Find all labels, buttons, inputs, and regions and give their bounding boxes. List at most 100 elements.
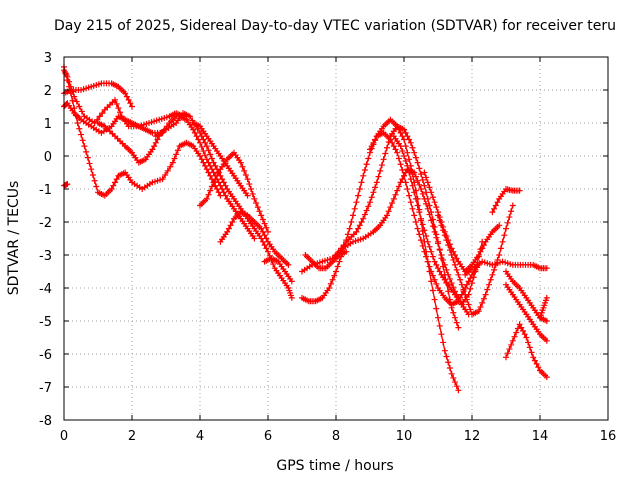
- data-point-marker: [372, 184, 379, 191]
- data-point-marker: [397, 179, 404, 186]
- data-point-marker: [125, 96, 132, 103]
- data-point-marker: [210, 159, 217, 166]
- series-sat-y: [503, 321, 550, 381]
- data-point-marker: [173, 151, 180, 158]
- data-point-marker: [377, 167, 384, 174]
- data-point-marker: [108, 186, 115, 192]
- data-point-marker: [329, 276, 336, 283]
- data-point-marker: [509, 337, 516, 344]
- data-point-marker: [467, 285, 474, 292]
- data-point-marker: [487, 276, 494, 283]
- data-point-marker: [446, 247, 453, 254]
- series-sat-p: [333, 123, 462, 331]
- data-point-marker: [239, 163, 246, 170]
- data-point-marker: [64, 181, 71, 188]
- data-point-marker: [229, 219, 236, 225]
- data-point-marker: [412, 195, 419, 202]
- data-point-marker: [435, 238, 441, 245]
- data-point-marker: [197, 129, 203, 136]
- data-point-marker: [428, 248, 435, 255]
- data-point-marker: [514, 325, 521, 332]
- data-point-marker: [84, 154, 91, 161]
- data-point-marker: [210, 169, 217, 176]
- data-point-marker: [465, 301, 472, 308]
- data-point-marker: [253, 200, 260, 207]
- data-point-marker: [288, 294, 295, 301]
- x-axis-ticks: 0 2 4 6 8 10 12 14 16: [60, 57, 616, 444]
- data-point-marker: [453, 255, 460, 262]
- data-point-marker: [344, 231, 351, 238]
- data-point-marker: [122, 90, 129, 97]
- series-sat-k: [217, 209, 292, 268]
- data-point-marker: [73, 98, 80, 105]
- data-point-marker: [411, 189, 418, 196]
- data-point-marker: [511, 333, 518, 340]
- data-point-marker: [200, 159, 207, 166]
- data-point-marker: [248, 186, 254, 192]
- data-point-marker: [93, 183, 100, 190]
- data-point-marker: [401, 172, 407, 179]
- data-point-marker: [494, 199, 501, 206]
- data-point-marker: [407, 199, 414, 206]
- data-point-marker: [285, 261, 292, 268]
- data-point-marker: [543, 265, 550, 272]
- data-point-marker: [220, 189, 227, 196]
- data-point-marker: [361, 211, 368, 218]
- data-point-marker: [419, 190, 426, 197]
- data-point-marker: [530, 354, 537, 361]
- data-point-marker: [215, 179, 222, 186]
- data-point-marker: [368, 143, 375, 150]
- data-point-marker: [428, 189, 435, 196]
- data-point-marker: [499, 238, 506, 245]
- data-point-marker: [416, 181, 423, 188]
- data-point-marker: [418, 171, 424, 178]
- data-point-marker: [360, 215, 367, 222]
- data-point-marker: [67, 90, 74, 97]
- data-point-marker: [496, 222, 503, 229]
- data-point-marker: [418, 186, 424, 192]
- data-point-marker: [423, 189, 430, 196]
- chart-title: Day 215 of 2025, Sidereal Day-to-day VTE…: [54, 18, 616, 34]
- data-point-marker: [123, 93, 130, 100]
- data-point-marker: [475, 252, 482, 258]
- data-point-marker: [535, 364, 542, 371]
- data-point-marker: [115, 105, 122, 112]
- data-point-marker: [399, 167, 406, 174]
- data-point-marker: [409, 182, 416, 189]
- data-point-marker: [463, 296, 470, 303]
- data-point-marker: [543, 337, 550, 344]
- series-sat-i: [190, 120, 251, 199]
- data-point-marker: [484, 286, 491, 293]
- data-point-marker: [265, 228, 271, 235]
- data-point-marker: [424, 258, 431, 265]
- data-point-marker: [203, 143, 210, 150]
- data-point-marker: [203, 195, 210, 202]
- data-point-marker: [71, 105, 78, 112]
- data-point-marker: [219, 176, 226, 183]
- data-point-marker: [402, 143, 409, 150]
- data-point-marker: [450, 256, 457, 263]
- data-point-marker: [443, 237, 450, 244]
- data-point-marker: [384, 212, 390, 219]
- data-point-marker: [334, 263, 341, 270]
- data-point-marker: [385, 208, 392, 215]
- series-sat-q: [367, 116, 462, 394]
- data-point-marker: [404, 186, 411, 192]
- data-point-marker: [482, 291, 489, 298]
- y-tick-label: 2: [44, 84, 52, 99]
- data-point-marker: [205, 147, 212, 154]
- data-point-marker: [457, 276, 464, 283]
- data-point-marker: [94, 116, 101, 123]
- data-point-marker: [409, 171, 416, 178]
- data-point-marker: [436, 268, 443, 275]
- data-point-marker: [212, 176, 219, 183]
- data-point-marker: [353, 228, 360, 235]
- data-point-marker: [455, 271, 462, 278]
- data-point-marker: [265, 248, 271, 255]
- data-point-marker: [263, 224, 270, 231]
- data-point-marker: [433, 204, 440, 211]
- data-point-marker: [207, 162, 214, 169]
- data-point-marker: [479, 299, 486, 306]
- series-sat-x: [503, 281, 550, 344]
- data-point-marker: [208, 155, 215, 162]
